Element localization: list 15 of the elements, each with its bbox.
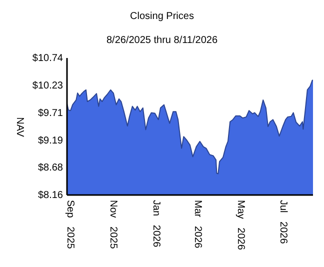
y-tick-label: $8.68 xyxy=(38,162,64,174)
x-tick-label: Sep 2025 xyxy=(64,200,76,250)
chart-title: Closing Prices xyxy=(130,11,194,22)
x-tick-label: Jan 2026 xyxy=(150,200,162,248)
x-tick-label: Mar 2026 xyxy=(192,200,203,249)
y-tick-label: $10.23 xyxy=(32,80,64,92)
y-axis-title: NAV xyxy=(14,117,25,138)
y-tick-label: $9.19 xyxy=(38,136,64,147)
y-tick-label: $10.74 xyxy=(32,53,64,64)
chart-subtitle: 8/26/2025 thru 8/11/2026 xyxy=(106,35,218,46)
x-tick-label: Nov 2025 xyxy=(108,200,119,250)
x-tick-label: Jul 2026 xyxy=(278,200,289,244)
y-tick-label: $8.16 xyxy=(38,190,64,202)
x-tick-label: May 2026 xyxy=(234,200,246,250)
y-tick-label: $9.71 xyxy=(38,108,64,119)
